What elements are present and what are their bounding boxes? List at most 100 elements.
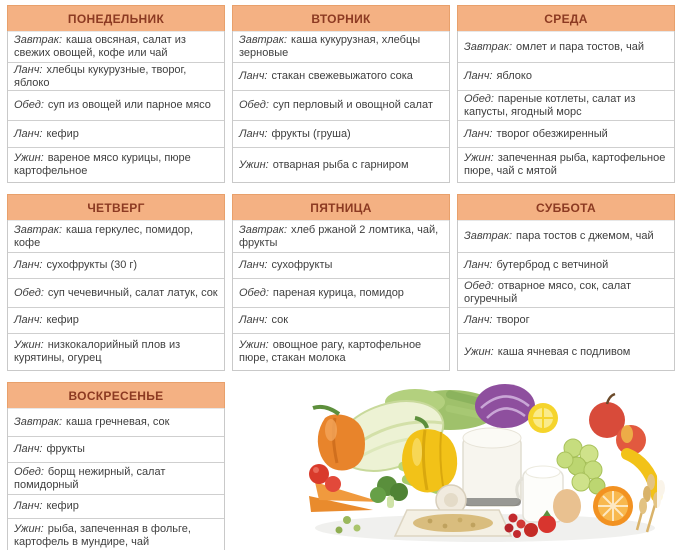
meal-row: Завтрак: хлеб ржаной 2 ломтика, чай, фрук… xyxy=(233,220,449,252)
meal-label: Завтрак: xyxy=(464,40,513,53)
meal-text: сухофрукты (30 г) xyxy=(46,259,138,271)
day-card-monday: ПОНЕДЕЛЬНИК Завтрак: каша овсяная, салат … xyxy=(7,5,225,183)
meal-label: Ужин: xyxy=(14,152,44,164)
meal-label: Ланч: xyxy=(14,443,43,455)
meal-text: каша кукурузная, хлебцы зерновые xyxy=(239,34,421,59)
meal-label: Ланч: xyxy=(14,127,43,140)
meal-row: Завтрак: омлет и пара тостов, чай xyxy=(458,31,674,62)
day-header-wednesday: СРЕДА xyxy=(457,5,675,31)
meal-label: Ужин: xyxy=(464,345,494,358)
meal-row: Ужин: рыба, запеченная в фольге, картофел… xyxy=(8,518,224,550)
meal-row: Ужин: вареное мясо курицы, пюре картофель… xyxy=(8,147,224,182)
meal-label: Ланч: xyxy=(14,259,43,271)
meal-text: низкокалорийный плов из курятины, огурец xyxy=(14,339,181,364)
meal-label: Завтрак: xyxy=(239,223,288,236)
meal-row: Обед: пареная курица, помидор xyxy=(233,278,449,307)
meal-text: отварное мясо, сок, салат огуречный xyxy=(464,280,632,305)
meal-text: сухофрукты xyxy=(271,259,333,271)
meal-text: каша овсяная, салат из свежих овощей, ко… xyxy=(14,34,186,59)
meal-row: Ланч: стакан свежевыжатого сока xyxy=(233,62,449,90)
meal-text: кефир xyxy=(46,314,79,326)
day-header-saturday: СУББОТА xyxy=(457,194,675,220)
meal-text: хлеб ржаной 2 ломтика, чай, фрукты xyxy=(239,223,439,249)
meal-text: отварная рыба с гарниром xyxy=(272,158,409,171)
meal-label: Ланч: xyxy=(464,314,493,326)
meal-label: Обед: xyxy=(239,99,269,111)
orange-bell-pepper xyxy=(312,404,365,471)
healthy-food-photo xyxy=(295,378,673,546)
meal-label: Ланч: xyxy=(14,314,43,326)
meal-text: вареное мясо курицы, пюре картофельное xyxy=(14,152,191,177)
meal-label: Ужин: xyxy=(14,339,44,351)
meal-text: хлебцы кукурузные, творог, яблоко xyxy=(14,63,187,89)
meal-label: Ланч: xyxy=(239,259,268,271)
orange-slice xyxy=(593,486,633,526)
meal-text: пареная курица, помидор xyxy=(272,286,404,299)
meal-text: суп перловый и овощной салат xyxy=(272,99,433,111)
day-card-friday: ПЯТНИЦА Завтрак: хлеб ржаной 2 ломтика, ч… xyxy=(232,194,450,371)
meal-label: Завтрак: xyxy=(464,230,513,242)
grain-tray xyxy=(393,509,513,537)
meal-row: Завтрак: каша гречневая, сок xyxy=(8,408,224,436)
meal-label: Обед: xyxy=(14,286,44,299)
currants xyxy=(504,513,526,538)
meal-text: суп из овощей или парное мясо xyxy=(47,99,211,111)
week-row-3: ВОСКРЕСЕНЬЕ Завтрак: каша гречневая, сок … xyxy=(0,382,679,550)
meal-label: Ужин: xyxy=(239,158,269,171)
day-header-monday: ПОНЕДЕЛЬНИК xyxy=(7,5,225,31)
meal-text: каша геркулес, помидор, кофе xyxy=(14,223,194,249)
meal-text: сок xyxy=(271,314,289,326)
meal-label: Ланч: xyxy=(464,259,493,271)
meal-label: Ланч: xyxy=(464,127,493,140)
day-card-sunday: ВОСКРЕСЕНЬЕ Завтрак: каша гречневая, сок … xyxy=(7,382,225,550)
meal-label: Ланч: xyxy=(14,500,43,512)
meal-text: творог xyxy=(496,314,530,326)
meal-row: Ланч: кефир xyxy=(8,307,224,333)
broccoli xyxy=(370,476,408,508)
meal-text: творог обезжиренный xyxy=(496,127,608,140)
egg xyxy=(553,489,581,523)
meal-label: Ужин: xyxy=(14,522,44,535)
meal-label: Ужин: xyxy=(464,152,494,164)
meal-label: Ланч: xyxy=(239,70,268,82)
meal-text: пара тостов с джемом, чай xyxy=(516,230,654,242)
meal-label: Обед: xyxy=(464,92,494,105)
meal-row: Обед: суп из овощей или парное мясо xyxy=(8,90,224,120)
day-card-thursday: ЧЕТВЕРГ Завтрак: каша геркулес, помидор, … xyxy=(7,194,225,371)
peas xyxy=(335,516,361,534)
meal-row: Ланч: творог xyxy=(458,307,674,333)
week-row-2: ЧЕТВЕРГ Завтрак: каша геркулес, помидор, … xyxy=(0,194,679,371)
meal-row: Ланч: фрукты xyxy=(8,436,224,462)
meal-label: Завтрак: xyxy=(14,223,63,236)
meal-label: Завтрак: xyxy=(14,416,63,428)
week-row-1: ПОНЕДЕЛЬНИК Завтрак: каша овсяная, салат … xyxy=(0,0,679,183)
meal-row: Ужин: каша ячневая с подливом xyxy=(458,333,674,370)
meal-label: Ланч: xyxy=(464,70,493,82)
meal-text: запеченная рыба, картофельное пюре, чай … xyxy=(464,152,666,177)
meal-label: Завтрак: xyxy=(239,34,288,46)
grapes xyxy=(556,438,606,495)
meal-row: Ланч: фрукты (груша) xyxy=(233,120,449,147)
meal-row: Обед: суп чечевичный, салат латук, сок xyxy=(8,278,224,307)
meal-label: Обед: xyxy=(464,280,494,292)
meal-row: Ланч: кефир xyxy=(8,494,224,518)
cheese-wheel xyxy=(462,427,522,507)
meal-text: рыба, запеченная в фольге, картофель в м… xyxy=(14,522,191,548)
meal-row: Ланч: сухофрукты xyxy=(233,252,449,278)
meal-row: Завтрак: пара тостов с джемом, чай xyxy=(458,220,674,252)
meal-text: фрукты xyxy=(46,443,85,455)
red-cabbage xyxy=(475,384,535,428)
meal-row: Обед: пареные котлеты, салат из капусты, … xyxy=(458,90,674,120)
day-header-tuesday: ВТОРНИК xyxy=(232,5,450,31)
banana xyxy=(621,448,663,502)
meal-text: омлет и пара тостов, чай xyxy=(516,40,645,53)
meal-row: Ланч: кефир xyxy=(8,120,224,147)
day-header-friday: ПЯТНИЦА xyxy=(232,194,450,220)
meal-row: Ужин: отварная рыба с гарниром xyxy=(233,147,449,182)
meal-text: кефир xyxy=(46,127,79,140)
meal-label: Ужин: xyxy=(239,339,269,351)
meal-row: Ланч: хлебцы кукурузные, творог, яблоко xyxy=(8,62,224,90)
meal-text: фрукты (груша) xyxy=(271,127,351,140)
meal-label: Обед: xyxy=(14,99,44,111)
meal-text: каша гречневая, сок xyxy=(66,416,170,428)
